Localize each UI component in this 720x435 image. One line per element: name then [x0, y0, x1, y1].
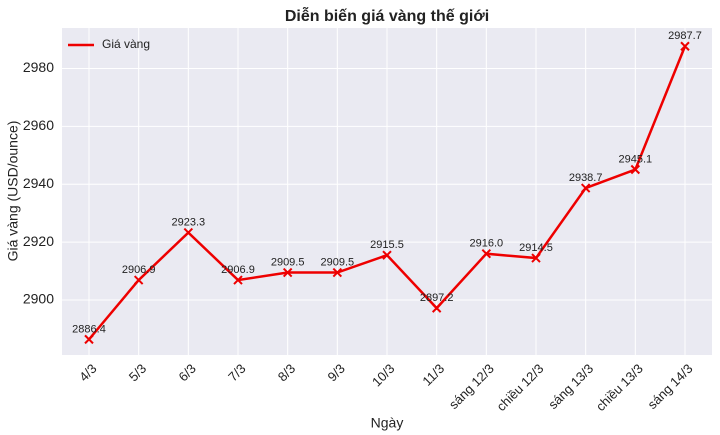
marker	[481, 249, 492, 259]
marker-x	[680, 41, 690, 51]
marker	[382, 250, 392, 260]
marker-x	[481, 249, 492, 259]
legend: Giá vàng	[68, 37, 150, 51]
marker	[282, 267, 293, 278]
marker-x	[233, 275, 243, 285]
data-label: 2938.7	[569, 172, 603, 184]
marker-x	[630, 164, 641, 175]
marker-x	[382, 250, 392, 260]
x-tick-label: 10/3	[369, 361, 398, 390]
data-label: 2909.5	[271, 256, 305, 268]
data-label: 2906.9	[221, 264, 255, 276]
chart-title: Diễn biến giá vàng thế giới	[285, 6, 489, 25]
data-label: 2916.0	[470, 238, 504, 250]
marker-x	[580, 183, 591, 193]
x-tick-label: sáng 12/3	[446, 361, 497, 412]
x-tick-label: 7/3	[225, 361, 248, 384]
x-tick-label: sáng 14/3	[645, 361, 696, 412]
x-tick-label: 11/3	[419, 361, 447, 389]
marker-x	[282, 267, 293, 278]
marker	[183, 227, 194, 238]
marker-x	[332, 267, 343, 278]
marker	[332, 267, 343, 278]
data-label: 2945.1	[619, 153, 653, 165]
x-tick-label: sáng 13/3	[545, 361, 596, 412]
x-tick-label: chiều 12/3	[494, 361, 547, 414]
marker	[431, 303, 442, 313]
y-tick-label: 2940	[23, 175, 54, 191]
marker	[630, 164, 641, 175]
marker-x	[531, 253, 541, 263]
marker-x	[431, 303, 442, 313]
data-label: 2923.3	[172, 216, 206, 228]
data-label: 2914.5	[519, 242, 553, 254]
data-label: 2909.5	[321, 256, 355, 268]
x-tick-label: 5/3	[126, 361, 149, 384]
marker	[233, 275, 243, 285]
data-label: 2906.9	[122, 264, 156, 276]
y-tick-label: 2960	[23, 117, 54, 133]
data-label: 2897.2	[420, 292, 454, 304]
data-label: 2987.7	[668, 30, 702, 42]
y-tick-label: 2980	[23, 59, 54, 75]
marker	[531, 253, 541, 263]
legend-label: Giá vàng	[102, 37, 150, 51]
marker-x	[133, 275, 144, 285]
y-axis-label: Giá vàng (USD/ounce)	[5, 121, 21, 262]
y-tick-label: 2920	[23, 233, 54, 249]
marker	[680, 41, 690, 51]
x-axis-label: Ngày	[371, 415, 404, 431]
x-tick-label: 6/3	[175, 361, 198, 384]
x-tick-label: 8/3	[275, 361, 298, 384]
marker	[580, 183, 591, 193]
x-tick-label: chiều 13/3	[593, 361, 646, 414]
y-tick-label: 2900	[23, 291, 54, 307]
data-label: 2915.5	[370, 239, 404, 251]
marker	[133, 275, 144, 285]
x-tick-label: 4/3	[76, 361, 99, 384]
marker	[84, 334, 94, 345]
data-label: 2886.4	[72, 323, 106, 335]
marker-x	[84, 334, 94, 345]
marker-x	[183, 227, 194, 238]
x-tick-label: 9/3	[324, 361, 347, 384]
